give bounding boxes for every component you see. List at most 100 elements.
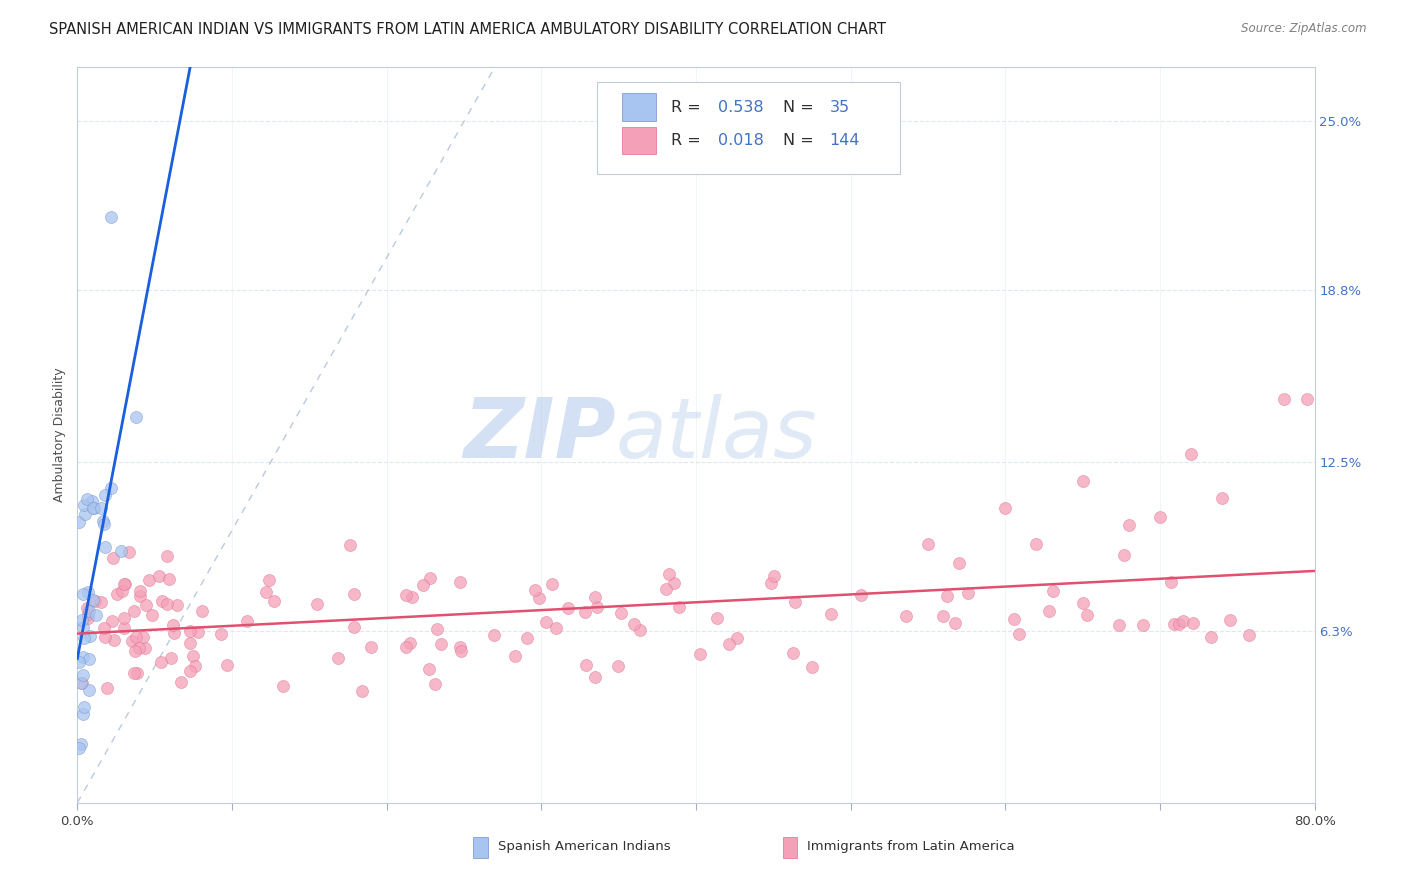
Point	[395, 640, 418, 654]
Point	[129, 589, 152, 603]
FancyBboxPatch shape	[621, 127, 657, 154]
Point	[425, 622, 447, 636]
Point	[114, 577, 136, 591]
Point	[271, 679, 294, 693]
Point	[127, 665, 149, 680]
Point	[135, 598, 157, 612]
Point	[179, 636, 201, 650]
Point	[801, 660, 824, 674]
Point	[122, 604, 145, 618]
Point	[586, 599, 609, 614]
Point	[994, 501, 1017, 516]
Point	[93, 516, 115, 531]
Point	[90, 500, 112, 515]
Point	[67, 740, 90, 755]
Point	[1181, 616, 1204, 631]
Point	[430, 637, 453, 651]
Point	[105, 587, 128, 601]
Point	[623, 616, 645, 631]
Point	[1008, 626, 1031, 640]
Point	[159, 651, 181, 665]
Point	[91, 514, 114, 528]
Point	[1167, 617, 1189, 632]
Point	[343, 587, 366, 601]
Text: ZIP: ZIP	[463, 394, 616, 475]
Point	[541, 577, 564, 591]
Text: 0.538: 0.538	[718, 100, 763, 115]
Point	[191, 604, 214, 618]
Point	[67, 656, 90, 670]
Point	[77, 683, 100, 698]
Point	[761, 575, 783, 590]
Point	[263, 594, 285, 608]
Point	[141, 608, 163, 623]
Point	[84, 594, 107, 608]
Text: 35: 35	[830, 100, 849, 115]
Point	[339, 538, 361, 552]
Point	[76, 601, 98, 615]
Point	[209, 627, 232, 641]
Text: SPANISH AMERICAN INDIAN VS IMMIGRANTS FROM LATIN AMERICA AMBULATORY DISABILITY C: SPANISH AMERICAN INDIAN VS IMMIGRANTS FR…	[49, 22, 886, 37]
Point	[125, 630, 148, 644]
Point	[84, 608, 107, 623]
Point	[149, 656, 172, 670]
Point	[235, 615, 257, 629]
Point	[606, 659, 628, 673]
Point	[628, 624, 651, 638]
Point	[79, 604, 101, 618]
Point	[181, 649, 204, 664]
Point	[72, 586, 94, 600]
Point	[100, 210, 122, 224]
Point	[503, 648, 526, 663]
Point	[112, 576, 135, 591]
Point	[655, 582, 678, 596]
Text: N =: N =	[783, 133, 818, 148]
Point	[1112, 548, 1135, 562]
Point	[1073, 596, 1095, 610]
Point	[516, 631, 538, 645]
Point	[725, 632, 748, 646]
Point	[343, 620, 366, 634]
Point	[395, 588, 418, 602]
Point	[610, 607, 633, 621]
Point	[689, 648, 711, 662]
Point	[557, 601, 579, 615]
Text: N =: N =	[783, 100, 818, 115]
Point	[72, 650, 94, 665]
Point	[412, 577, 434, 591]
Point	[932, 609, 955, 624]
Point	[782, 646, 804, 660]
Point	[76, 607, 98, 621]
Text: R =: R =	[671, 133, 706, 148]
Point	[184, 658, 207, 673]
Point	[1108, 618, 1130, 632]
Point	[156, 597, 179, 611]
Point	[851, 588, 873, 602]
Text: 144: 144	[830, 133, 860, 148]
Point	[307, 598, 329, 612]
Point	[70, 676, 93, 690]
Point	[783, 595, 806, 609]
Point	[1038, 604, 1060, 618]
Point	[1171, 614, 1194, 628]
Point	[449, 640, 471, 654]
Point	[67, 515, 90, 529]
Point	[254, 585, 277, 599]
Point	[72, 667, 94, 681]
Point	[450, 644, 472, 658]
Point	[717, 637, 740, 651]
Point	[1071, 474, 1094, 488]
Point	[1211, 491, 1233, 505]
Point	[70, 613, 93, 627]
Point	[156, 549, 179, 564]
Point	[72, 620, 94, 634]
Point	[1160, 575, 1182, 590]
Point	[1199, 631, 1222, 645]
Point	[1180, 447, 1202, 461]
Point	[583, 670, 606, 684]
Point	[668, 599, 690, 614]
Point	[112, 611, 135, 625]
Text: Source: ZipAtlas.com: Source: ZipAtlas.com	[1241, 22, 1367, 36]
Point	[94, 630, 117, 644]
Point	[100, 481, 122, 495]
